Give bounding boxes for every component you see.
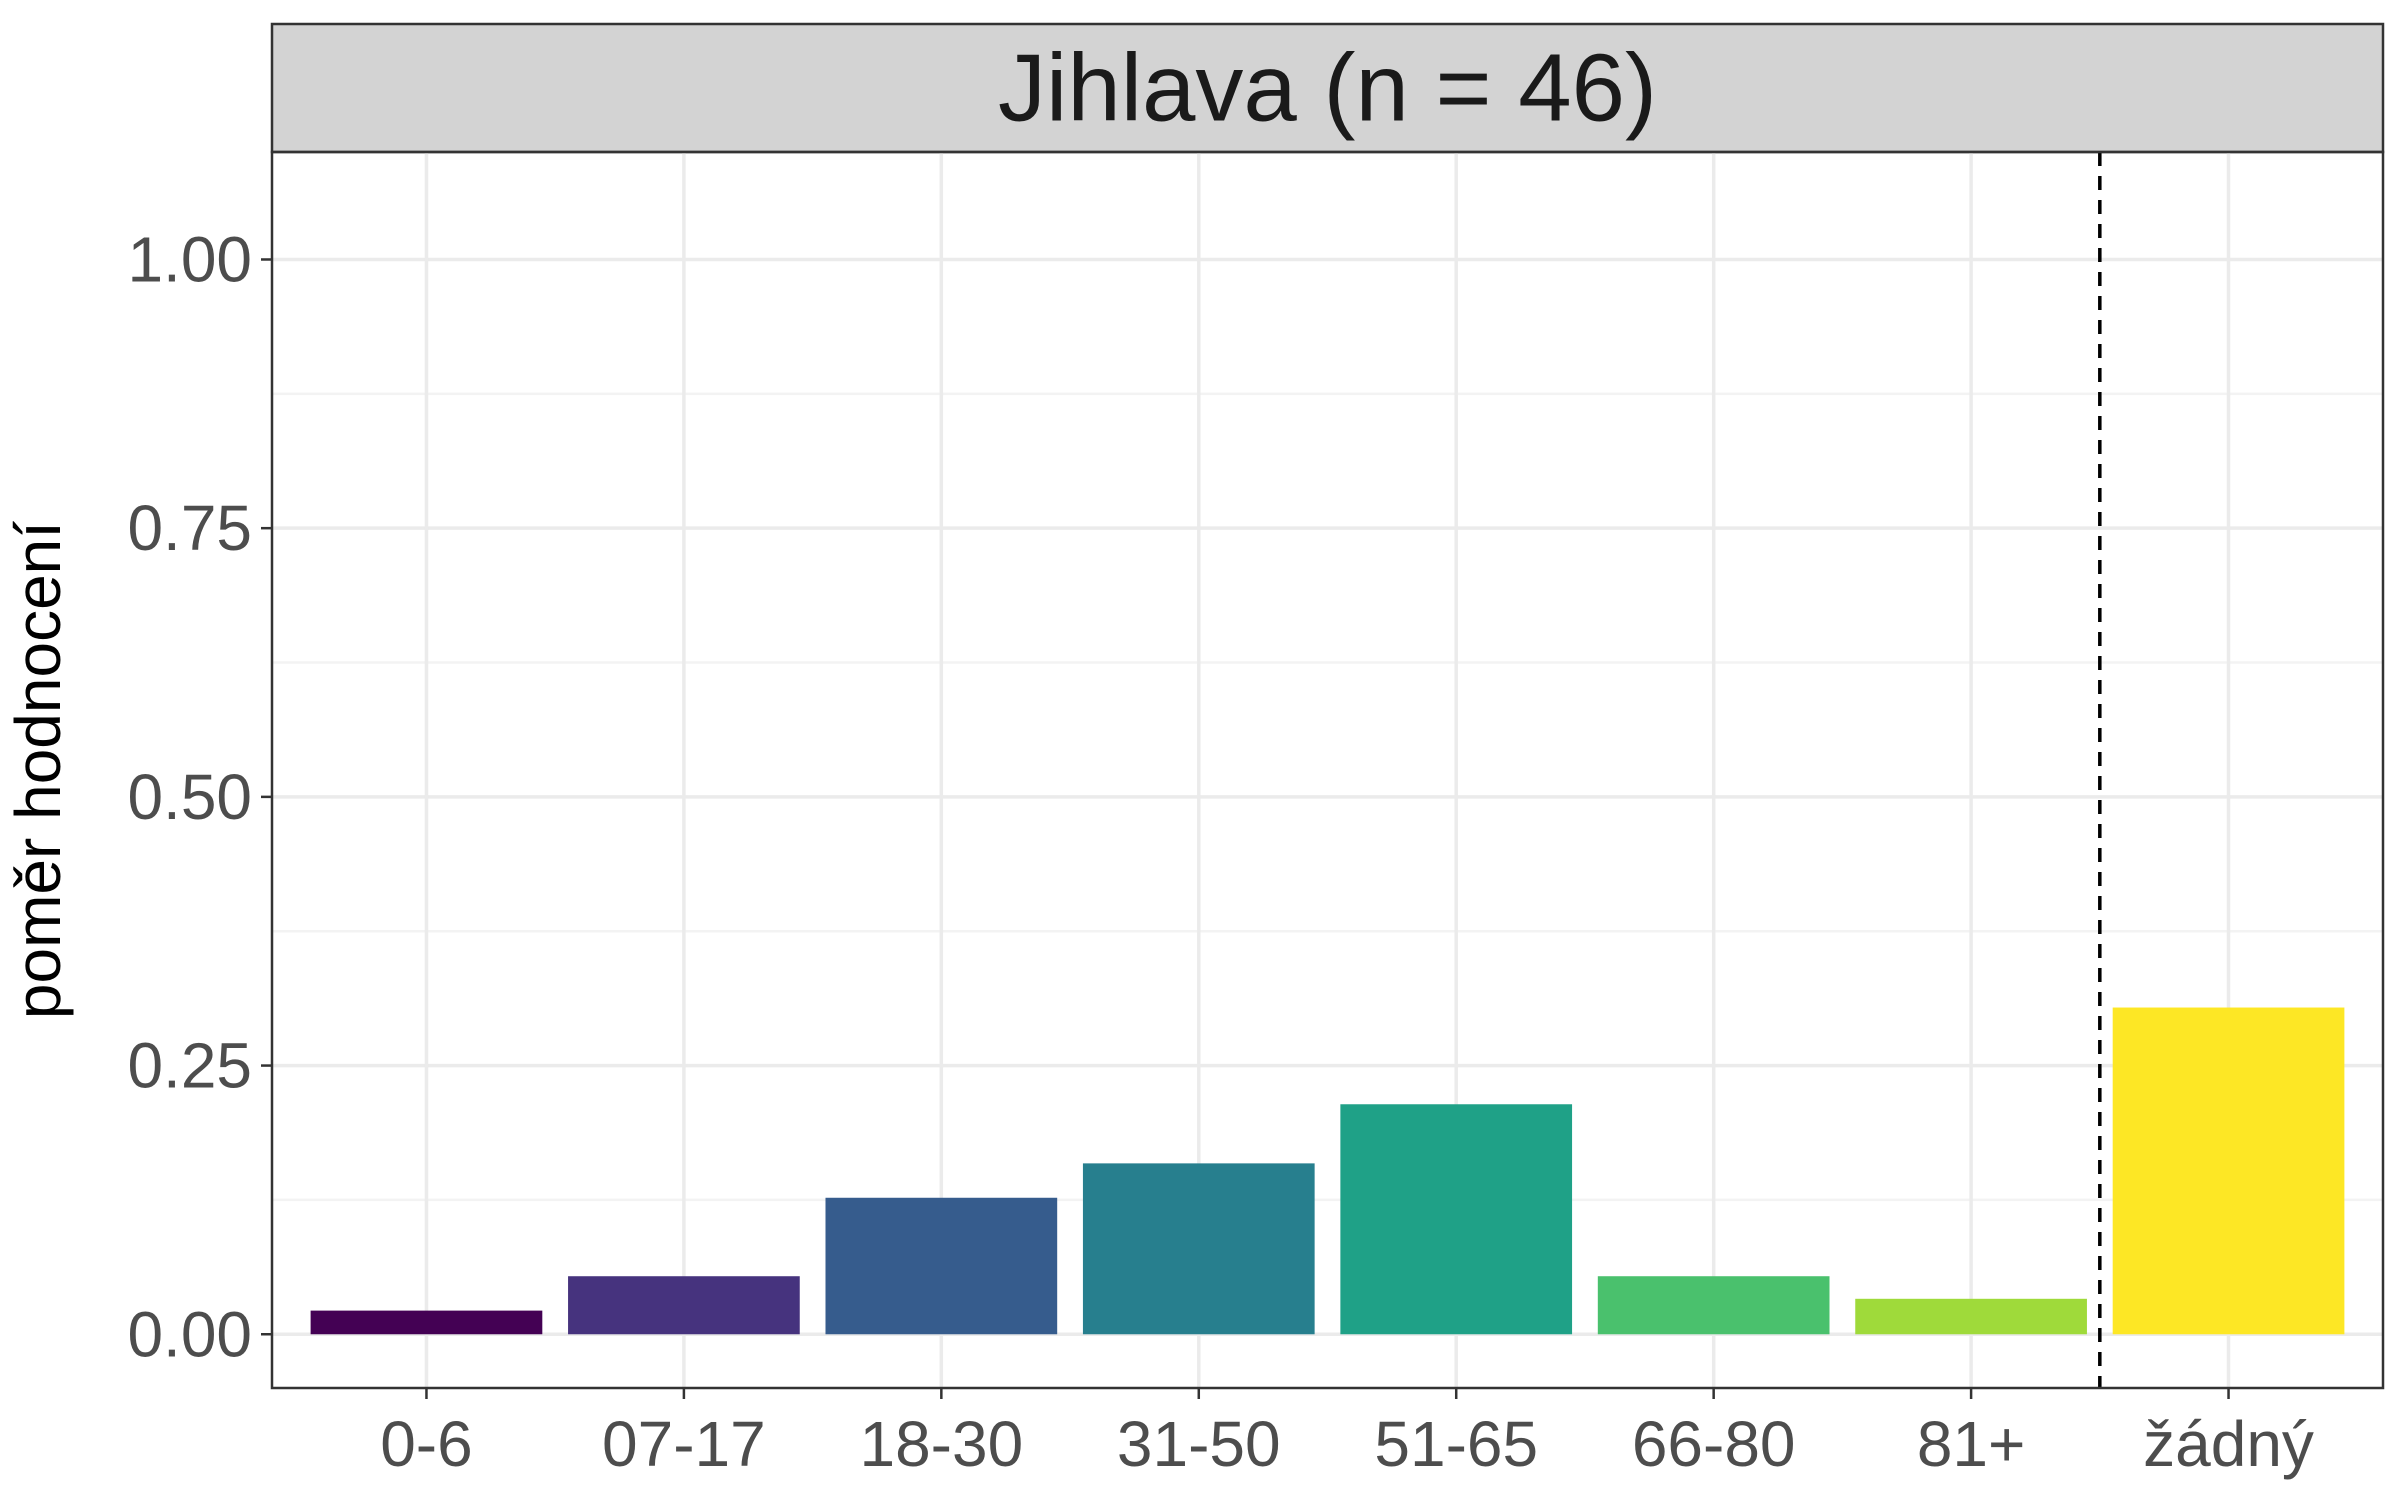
- x-tick-label: 07-17: [602, 1408, 766, 1480]
- y-tick-label: 0.00: [127, 1298, 252, 1370]
- bar-07-17: [568, 1276, 800, 1335]
- bar-žádný: [2112, 1007, 2345, 1335]
- x-tick-label: 0-6: [380, 1408, 473, 1480]
- y-axis-title: poměr hodnocení: [2, 521, 74, 1019]
- panel-border: [270, 150, 2385, 1390]
- bar-18-30: [825, 1197, 1058, 1335]
- bar-51-65: [1340, 1104, 1573, 1335]
- bar-31-50: [1082, 1163, 1315, 1335]
- major-gridlines: [272, 152, 2383, 1388]
- bar-0-6: [310, 1310, 543, 1335]
- plot-panel: [270, 150, 2385, 1390]
- facet-strip: Jihlava (n = 46): [270, 22, 2385, 154]
- y-axis: 0.00 0.25 0.50 0.75 1.00: [127, 223, 272, 1370]
- y-tick-label: 0.25: [127, 1030, 252, 1102]
- y-tick-label: 0.75: [127, 492, 252, 564]
- x-tick-label: 66-80: [1632, 1408, 1796, 1480]
- facet-title: Jihlava (n = 46): [998, 35, 1657, 142]
- x-tick-label: žádný: [2143, 1408, 2314, 1480]
- facet-strip-background: [270, 22, 2385, 154]
- x-tick-label: 51-65: [1374, 1408, 1538, 1480]
- x-axis: 0-6 07-17 18-30 31-50 51-65 66-80 81+ žádný: [380, 1388, 2314, 1480]
- bar-81+: [1855, 1298, 2087, 1335]
- bar-66-80: [1597, 1276, 1830, 1335]
- x-tick-label: 18-30: [859, 1408, 1023, 1480]
- bars: [310, 1007, 2345, 1335]
- x-tick-label: 31-50: [1117, 1408, 1281, 1480]
- minor-gridlines: [272, 392, 2383, 1202]
- x-tick-label: 81+: [1917, 1408, 2026, 1480]
- y-tick-label: 0.50: [127, 761, 252, 833]
- y-tick-label: 1.00: [127, 223, 252, 295]
